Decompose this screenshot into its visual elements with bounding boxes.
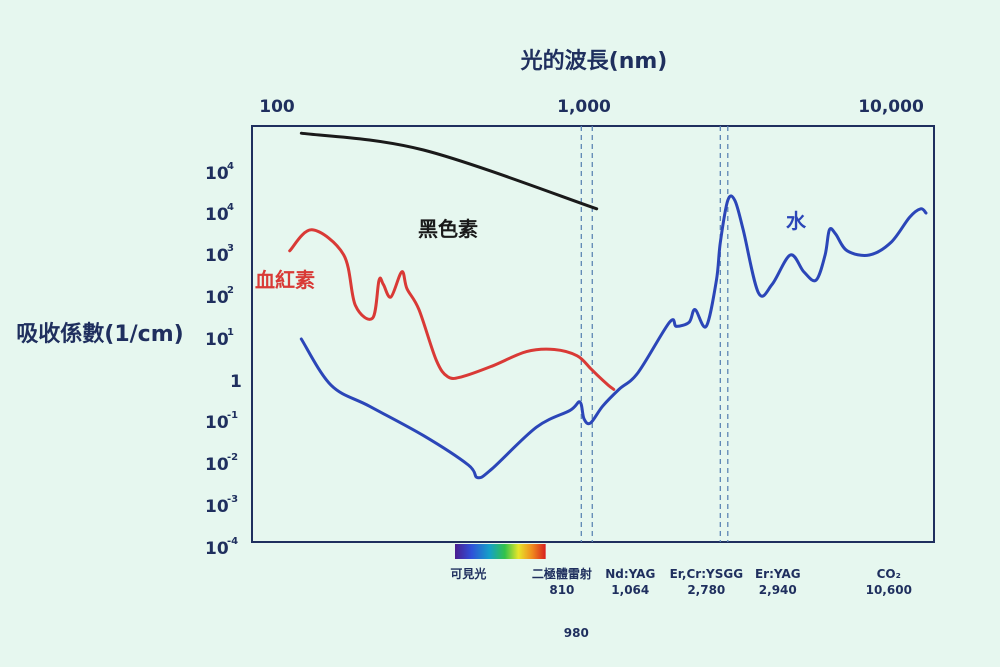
y-tick-label: 10 [205,330,229,350]
series-label: 黑色素 [418,217,478,241]
x-tick-labels: 100 1,000 10,000 [259,97,924,117]
x-tick-label: 10,000 [858,97,924,117]
marker-label: 二極體雷射 [532,566,592,581]
visible-light-band: 可見光 [450,544,546,581]
marker-label: 1,064 [611,583,649,597]
y-tick-label: 10 [205,164,229,184]
x-axis-title: 光的波長(nm) [520,48,668,74]
visible-light-label: 可見光 [450,566,486,581]
y-tick-label: 10 [205,413,229,433]
marker-label: CO₂ [877,567,901,581]
y-tick-exponent: -3 [227,494,238,505]
series-label: 水 [786,209,807,233]
y-tick-exponent: -2 [227,452,238,463]
y-tick-label: 10 [205,246,229,266]
y-tick-label: 10 [205,205,229,225]
laser-markers: 980 Nd:YAG 1,064 Er,Cr:YSGG 2,780 Er:YAG 2,940… [532,126,912,640]
series-line [299,194,928,480]
marker-label: 980 [564,626,589,640]
spectrum-bar [454,544,546,559]
y-tick-exponent: -1 [227,410,238,421]
marker-label: 810 [549,583,574,597]
y-tick-exponent: 3 [227,243,234,254]
marker-label: Er:YAG [755,567,801,581]
y-tick-exponent: 2 [227,285,234,296]
series-label: 血紅素 [255,268,315,292]
marker-label: Nd:YAG [605,567,655,581]
y-axis-title: 吸收係數(1/cm) [16,321,183,347]
y-tick-label: 10 [205,539,229,559]
x-tick-label: 1,000 [557,97,611,117]
marker-label: Er,Cr:YSGG [670,567,743,581]
y-tick-label: 1 [230,372,242,392]
marker-label: 2,780 [687,583,725,597]
plot-frame [251,125,935,543]
marker-label: 2,940 [759,583,797,597]
y-tick-label: 10 [205,497,229,517]
y-tick-exponent: -4 [227,536,238,547]
marker-label: 10,600 [866,583,912,597]
series-line [299,131,599,211]
y-tick-exponent: 4 [227,202,234,213]
series-line [288,228,616,391]
series-lines [288,131,928,480]
y-tick-exponent: 1 [227,327,234,338]
x-tick-label: 100 [259,97,295,117]
y-tick-exponent: 4 [227,161,234,172]
y-tick-label: 10 [205,455,229,475]
y-tick-label: 10 [205,288,229,308]
